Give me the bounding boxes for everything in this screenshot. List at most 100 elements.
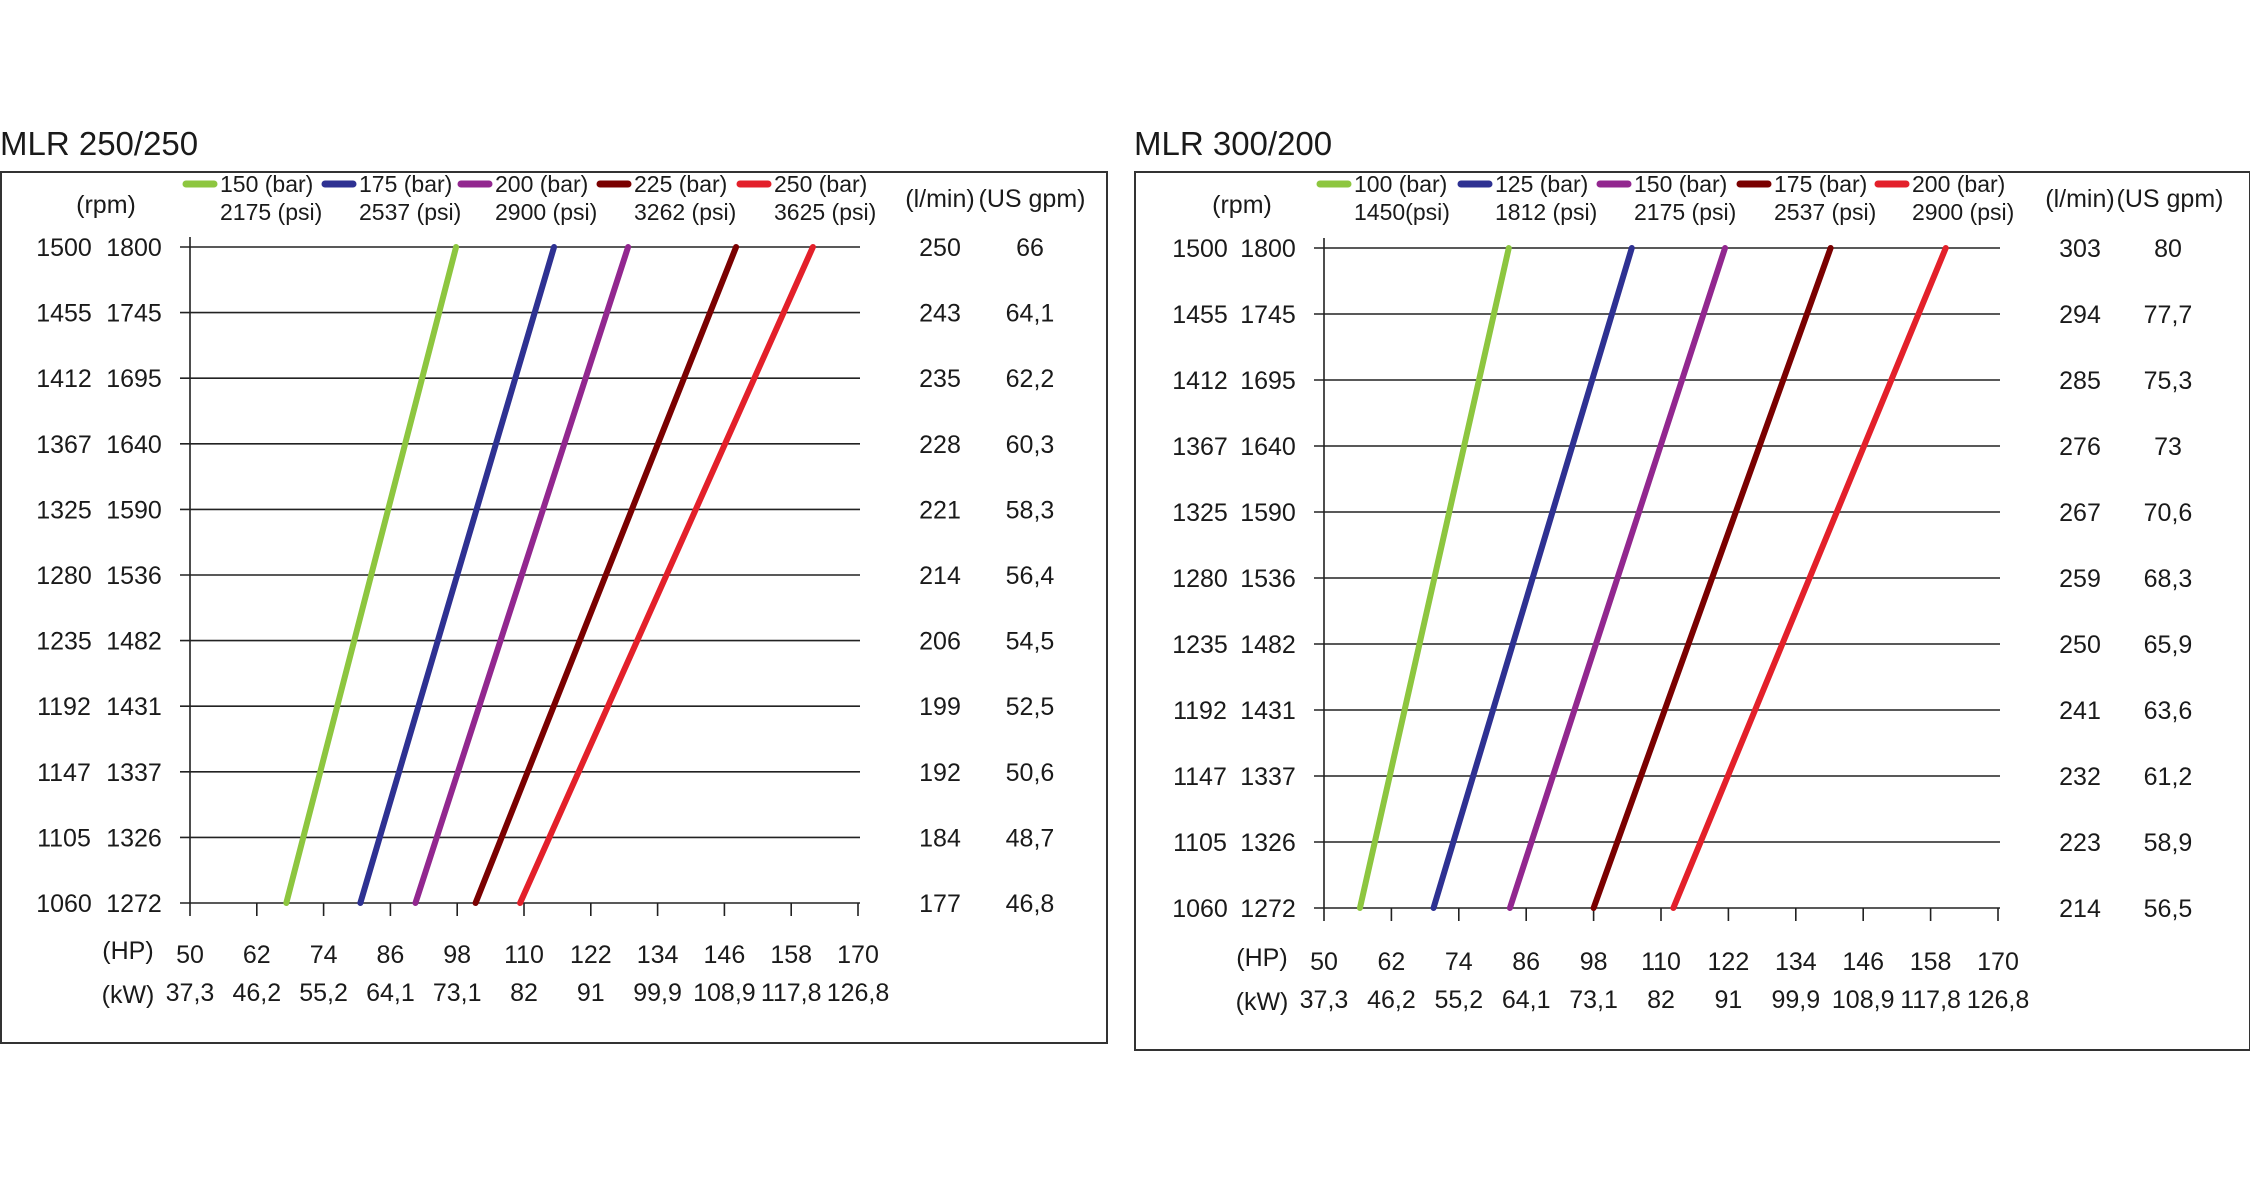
rpm-unit-label: (rpm) — [76, 191, 136, 219]
y-tick-label-usgpm: 70,6 — [2144, 499, 2193, 527]
legend-label-psi: 1450(psi) — [1354, 199, 1450, 225]
x-tick-label-hp: 86 — [376, 941, 404, 969]
y-tick-label-rpm-60hz: 1272 — [106, 890, 162, 918]
y-tick-label-usgpm: 56,4 — [1006, 562, 1055, 590]
x-tick-label-hp: 134 — [1775, 948, 1817, 976]
y-tick-label-lmin: 184 — [919, 824, 961, 852]
y-tick-label-rpm-60hz: 1640 — [1240, 433, 1296, 461]
legend-label: 100 (bar) — [1354, 171, 1447, 197]
y-tick-label-rpm-60hz: 1536 — [1240, 565, 1296, 593]
y-tick-label-rpm: 1455 — [1172, 301, 1228, 329]
series-line — [357, 244, 558, 906]
y-tick-label-rpm-60hz: 1800 — [1240, 235, 1296, 263]
y-tick-label-rpm-60hz: 1695 — [1240, 367, 1296, 395]
y-tick-label-rpm: 1280 — [36, 562, 92, 590]
x-tick-label-kw: 55,2 — [299, 979, 348, 1007]
x-tick-label-kw: 46,2 — [232, 979, 281, 1007]
usgpm-unit-label: (US gpm) — [979, 185, 1086, 213]
y-tick-label-lmin: 259 — [2059, 565, 2101, 593]
x-tick-label-kw: 82 — [1647, 986, 1675, 1014]
x-tick-label-kw: 73,1 — [433, 979, 482, 1007]
y-tick-label-rpm-60hz: 1431 — [106, 693, 162, 721]
y-tick-label-rpm-60hz: 1590 — [106, 496, 162, 524]
y-tick-label-rpm: 1280 — [1172, 565, 1228, 593]
y-tick-label-usgpm: 52,5 — [1006, 693, 1055, 721]
legend-label-psi: 2537 (psi) — [359, 199, 461, 225]
y-tick-label-lmin: 192 — [919, 759, 961, 787]
x-tick-label-hp: 74 — [1445, 948, 1473, 976]
x-tick-label-hp: 122 — [1708, 948, 1750, 976]
y-tick-label-usgpm: 48,7 — [1006, 824, 1055, 852]
series-line — [517, 244, 816, 906]
y-tick-label-rpm: 1367 — [36, 431, 92, 459]
y-tick-label-rpm-60hz: 1695 — [106, 365, 162, 393]
y-tick-label-lmin: 177 — [919, 890, 961, 918]
y-tick-label-rpm-60hz: 1800 — [106, 234, 162, 262]
y-tick-label-rpm: 1325 — [36, 496, 92, 524]
y-tick-label-usgpm: 54,5 — [1006, 628, 1055, 656]
x-tick-label-kw: 117,8 — [761, 979, 822, 1007]
y-tick-label-rpm: 1235 — [36, 628, 92, 656]
chart-title: MLR 300/200 — [1134, 125, 1332, 162]
legend-label: 250 (bar) — [774, 171, 867, 197]
lmin-unit-label: (l/min) — [905, 185, 974, 213]
y-tick-label-rpm: 1325 — [1172, 499, 1228, 527]
y-tick-label-lmin: 221 — [919, 496, 961, 524]
y-tick-label-rpm: 1105 — [1173, 829, 1227, 857]
x-tick-label-hp: 170 — [837, 941, 879, 969]
legend-label: 150 (bar) — [220, 171, 313, 197]
y-tick-label-rpm-60hz: 1326 — [1240, 829, 1296, 857]
legend-label-psi: 1812 (psi) — [1495, 199, 1597, 225]
y-tick-label-usgpm: 80 — [2154, 235, 2182, 263]
y-tick-label-rpm-60hz: 1590 — [1240, 499, 1296, 527]
series-line — [1356, 245, 1512, 911]
y-tick-label-usgpm: 65,9 — [2144, 631, 2193, 659]
chart-frame — [1134, 171, 2250, 1051]
y-tick-label-usgpm: 46,8 — [1006, 890, 1055, 918]
y-tick-label-lmin: 206 — [919, 628, 961, 656]
chart-title: MLR 250/250 — [0, 125, 198, 162]
legend-label: 200 (bar) — [495, 171, 588, 197]
y-tick-label-lmin: 267 — [2059, 499, 2101, 527]
y-tick-label-rpm: 1192 — [37, 693, 91, 721]
series-line — [472, 244, 740, 906]
series-line — [283, 244, 460, 906]
x-tick-label-hp: 86 — [1512, 948, 1540, 976]
x-tick-label-kw: 126,8 — [1967, 986, 2030, 1014]
legend-label-psi: 3262 (psi) — [634, 199, 736, 225]
y-tick-label-usgpm: 75,3 — [2144, 367, 2193, 395]
x-tick-label-kw: 64,1 — [366, 979, 415, 1007]
x-tick-label-kw: 82 — [510, 979, 538, 1007]
x-tick-label-hp: 122 — [570, 941, 612, 969]
legend-label-psi: 2900 (psi) — [495, 199, 597, 225]
x-tick-label-hp: 98 — [1580, 948, 1608, 976]
usgpm-unit-label: (US gpm) — [2117, 185, 2224, 213]
x-tick-label-hp: 110 — [504, 941, 544, 969]
x-tick-label-kw: 99,9 — [633, 979, 682, 1007]
x-tick-label-kw: 55,2 — [1434, 986, 1483, 1014]
legend-label: 125 (bar) — [1495, 171, 1588, 197]
legend-label-psi: 2900 (psi) — [1912, 199, 2014, 225]
y-tick-label-lmin: 199 — [919, 693, 961, 721]
y-tick-label-usgpm: 66 — [1016, 234, 1044, 262]
series-line — [412, 244, 632, 906]
legend-label-psi: 3625 (psi) — [774, 199, 876, 225]
y-tick-label-usgpm: 58,9 — [2144, 829, 2193, 857]
y-tick-label-lmin: 303 — [2059, 235, 2101, 263]
lmin-unit-label: (l/min) — [2045, 185, 2114, 213]
y-tick-label-rpm-60hz: 1745 — [106, 300, 162, 328]
y-tick-label-rpm-60hz: 1337 — [1240, 763, 1296, 791]
y-tick-label-lmin: 214 — [2059, 895, 2101, 923]
y-tick-label-usgpm: 56,5 — [2144, 895, 2193, 923]
y-tick-label-lmin: 241 — [2059, 697, 2101, 725]
y-tick-label-rpm-60hz: 1640 — [106, 431, 162, 459]
y-tick-label-lmin: 228 — [919, 431, 961, 459]
y-tick-label-rpm: 1412 — [1172, 367, 1228, 395]
x-tick-label-hp: 134 — [637, 941, 679, 969]
x-tick-label-hp: 62 — [1377, 948, 1405, 976]
y-tick-label-usgpm: 63,6 — [2144, 697, 2193, 725]
x-tick-label-hp: 74 — [310, 941, 338, 969]
x-tick-label-kw: 91 — [1714, 986, 1742, 1014]
y-tick-label-usgpm: 60,3 — [1006, 431, 1055, 459]
